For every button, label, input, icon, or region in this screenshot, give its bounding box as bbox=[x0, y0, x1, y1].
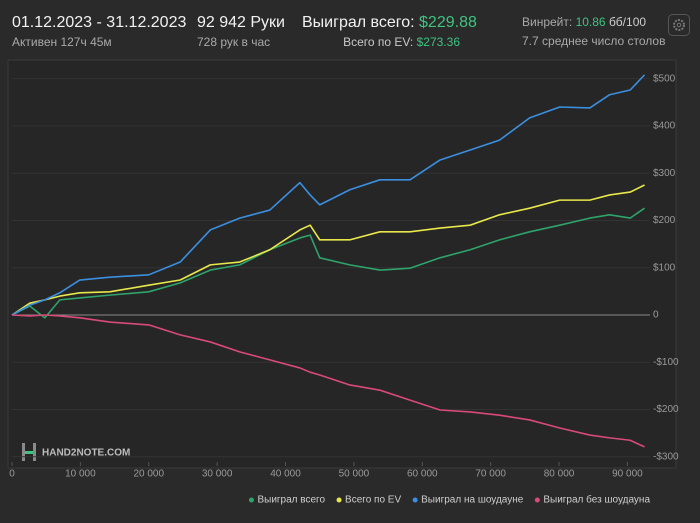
hands: 92 942 Руки bbox=[197, 14, 285, 31]
won-label: Выиграл всего: bbox=[302, 14, 415, 31]
x-tick-label: 10 000 bbox=[65, 469, 96, 480]
settings-button[interactable] bbox=[668, 14, 690, 36]
won-value: $229.88 bbox=[419, 14, 477, 31]
x-tick-label: 40 000 bbox=[270, 469, 301, 480]
winrate-value: 10.86 bbox=[575, 15, 606, 29]
legend-swatch bbox=[336, 497, 342, 503]
legend-item: Всего по EV bbox=[336, 495, 401, 506]
date-range: 01.12.2023 - 31.12.2023 bbox=[12, 14, 187, 31]
x-tick-label: 70 000 bbox=[475, 469, 506, 480]
legend-swatch bbox=[412, 497, 418, 503]
x-tick-label: 50 000 bbox=[339, 469, 370, 480]
hands-per-hour: 728 рук в час bbox=[197, 35, 271, 49]
y-tick-label: -$200 bbox=[653, 404, 679, 415]
x-tick-label: 60 000 bbox=[407, 469, 438, 480]
x-tick-label: 20 000 bbox=[133, 469, 164, 480]
winrate-label: Винрейт: bbox=[522, 15, 573, 29]
ev-total: Всего по EV: $273.36 bbox=[343, 35, 460, 49]
settings-frame bbox=[668, 14, 690, 36]
legend-item: Выиграл на шоудауне bbox=[412, 495, 524, 506]
gear-icon bbox=[673, 19, 685, 31]
ev-value: $273.36 bbox=[416, 35, 460, 49]
x-tick-label: 90 000 bbox=[612, 469, 643, 480]
legend-label: Выиграл на шоудауне bbox=[421, 495, 524, 506]
legend-swatch bbox=[248, 497, 254, 503]
series-line bbox=[11, 184, 645, 316]
y-tick-label: 0 bbox=[653, 310, 659, 321]
y-tick-label: $500 bbox=[653, 73, 676, 84]
y-tick-label: $400 bbox=[653, 121, 676, 132]
y-tick-label: -$100 bbox=[653, 357, 679, 368]
watermark-logo bbox=[22, 443, 36, 461]
ev-label: Всего по EV: bbox=[343, 35, 414, 49]
x-tick-label: 80 000 bbox=[544, 469, 575, 480]
winrate-unit: бб/100 bbox=[608, 15, 647, 29]
series-line bbox=[11, 207, 645, 319]
legend-item: Выиграл всего bbox=[248, 495, 325, 506]
gear-hole bbox=[676, 22, 682, 28]
watermark: HAND2NOTE.COM bbox=[42, 448, 130, 459]
tables: 7.7 среднее число столов bbox=[522, 34, 666, 48]
legend-label: Выиграл без шоудауна bbox=[543, 494, 650, 506]
series-line bbox=[11, 74, 646, 316]
series-line bbox=[11, 314, 645, 448]
y-tick-label: $300 bbox=[653, 168, 676, 179]
winrate: Винрейт: 10.86 бб/100 bbox=[522, 15, 646, 29]
y-tick-label: -$300 bbox=[653, 451, 679, 462]
y-tick-label: $200 bbox=[653, 215, 676, 226]
y-tick-label: $100 bbox=[653, 262, 676, 273]
active-time: Активен 127ч 45м bbox=[12, 35, 112, 49]
legend-swatch bbox=[534, 497, 540, 503]
legend-label: Выиграл всего bbox=[257, 495, 325, 506]
won-total: Выиграл всего: $229.88 bbox=[302, 14, 477, 32]
legend-item: Выиграл без шоудауна bbox=[534, 494, 650, 506]
x-tick-label: 0 bbox=[9, 469, 15, 480]
x-tick-label: 30 000 bbox=[202, 469, 233, 480]
legend-label: Всего по EV bbox=[345, 495, 401, 506]
plot-frame bbox=[7, 59, 677, 469]
